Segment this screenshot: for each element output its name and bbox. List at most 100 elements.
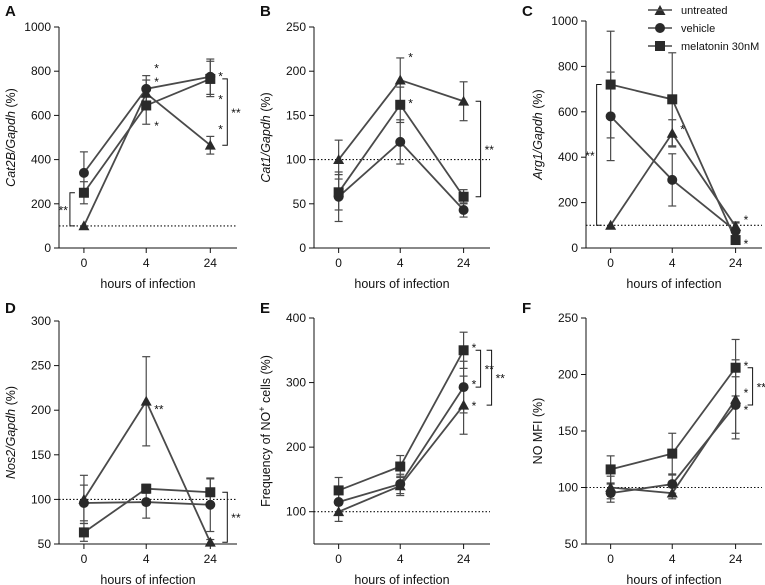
y-axis-title: Nos2/Gapdh (%) bbox=[4, 386, 18, 479]
y-tick-label: 0 bbox=[299, 241, 306, 255]
significance-marker: * bbox=[680, 122, 685, 136]
significance-bracket bbox=[475, 100, 482, 198]
legend-entry-vehicle: vehicle bbox=[648, 23, 715, 35]
marker-triangle bbox=[458, 399, 470, 410]
marker-circle bbox=[395, 136, 406, 147]
x-tick-label: 24 bbox=[729, 256, 743, 270]
y-tick-label: 200 bbox=[286, 64, 306, 78]
legend-entry-melatonin: melatonin 30nM bbox=[648, 41, 759, 53]
marker-square bbox=[78, 187, 89, 198]
significance-bracket bbox=[596, 84, 602, 226]
marker-triangle bbox=[458, 95, 470, 106]
marker-triangle bbox=[204, 536, 216, 547]
marker-circle bbox=[205, 499, 216, 510]
panel-f: F 50 100 150 200 250 0 4 24 hours of infection NO … bbox=[522, 300, 765, 585]
series-line-untreated bbox=[83, 91, 211, 227]
panel-label: C bbox=[522, 3, 533, 20]
marker-square bbox=[78, 527, 89, 538]
legend-label-untreated: untreated bbox=[681, 5, 727, 17]
y-tick-label: 250 bbox=[31, 359, 51, 373]
x-tick-label: 24 bbox=[457, 256, 471, 270]
x-tick-label: 0 bbox=[81, 552, 88, 566]
marker-square bbox=[730, 235, 741, 246]
legend-entry-untreated: untreated bbox=[648, 5, 727, 17]
y-tick-label: 600 bbox=[31, 108, 51, 122]
bracket-label: ** bbox=[485, 363, 495, 377]
significance-marker: * bbox=[154, 75, 159, 89]
x-tick-label: 24 bbox=[457, 552, 471, 566]
significance-marker: * bbox=[408, 96, 413, 110]
marker-circle bbox=[730, 400, 741, 411]
marker-square bbox=[605, 464, 616, 475]
significance-marker: * bbox=[472, 378, 477, 392]
series-line-untreated bbox=[610, 398, 737, 495]
marker-circle bbox=[78, 497, 89, 508]
y-tick-label: 1000 bbox=[24, 20, 51, 34]
y-tick-label: 50 bbox=[38, 537, 52, 551]
marker-triangle bbox=[78, 220, 90, 231]
marker-square bbox=[605, 79, 616, 90]
x-tick-label: 0 bbox=[81, 256, 88, 270]
marker-square bbox=[333, 485, 344, 496]
x-tick-label: 4 bbox=[669, 256, 676, 270]
y-tick-label: 200 bbox=[558, 368, 578, 382]
marker-circle bbox=[141, 83, 152, 94]
x-tick-label: 4 bbox=[669, 552, 676, 566]
y-tick-label: 600 bbox=[558, 105, 578, 119]
marker-triangle bbox=[333, 506, 345, 517]
significance-marker: * bbox=[408, 51, 413, 65]
marker-triangle bbox=[666, 487, 678, 498]
series-line-untreated bbox=[83, 399, 212, 543]
panel-d: D 50 100 150 200 250 300 0 4 24 hours of infection… bbox=[4, 300, 241, 585]
x-tick-label: 4 bbox=[397, 256, 404, 270]
y-tick-label: 100 bbox=[286, 505, 306, 519]
series-line-vehicle bbox=[338, 140, 465, 211]
x-axis-title: hours of infection bbox=[100, 573, 195, 585]
y-tick-label: 50 bbox=[293, 197, 307, 211]
marker-circle bbox=[78, 167, 89, 178]
y-tick-label: 150 bbox=[286, 108, 306, 122]
significance-marker: * bbox=[218, 69, 223, 83]
significance-bracket bbox=[486, 349, 493, 406]
significance-bracket bbox=[222, 78, 228, 146]
y-tick-label: 400 bbox=[31, 153, 51, 167]
y-axis-title: Frequency of NO+ cells (%) bbox=[257, 355, 273, 507]
marker-circle bbox=[605, 488, 616, 499]
x-axis-title: hours of infection bbox=[354, 573, 449, 585]
marker-square bbox=[458, 191, 469, 202]
x-tick-label: 24 bbox=[204, 256, 218, 270]
significance-bracket bbox=[69, 192, 75, 227]
x-axis-title: hours of infection bbox=[354, 277, 449, 291]
y-tick-label: 250 bbox=[558, 311, 578, 325]
bracket-label: ** bbox=[231, 106, 241, 120]
series-line-melatonin bbox=[337, 103, 465, 198]
marker-circle bbox=[605, 111, 616, 122]
panel-e: E 100 200 300 400 0 4 24 hours of infection Frequ… bbox=[257, 300, 505, 585]
significance-marker: * bbox=[744, 359, 749, 373]
y-tick-label: 0 bbox=[571, 241, 578, 255]
legend-label-melatonin: melatonin 30nM bbox=[681, 41, 759, 53]
y-tick-label: 200 bbox=[286, 440, 306, 454]
legend-marker-circle bbox=[655, 23, 665, 33]
y-tick-label: 400 bbox=[558, 150, 578, 164]
y-tick-label: 400 bbox=[286, 311, 306, 325]
x-tick-label: 4 bbox=[397, 552, 404, 566]
legend-label-vehicle: vehicle bbox=[681, 23, 715, 35]
significance-marker: * bbox=[744, 403, 749, 417]
y-tick-label: 1000 bbox=[551, 14, 578, 28]
y-tick-label: 250 bbox=[286, 20, 306, 34]
y-tick-label: 300 bbox=[31, 314, 51, 328]
legend-marker-square bbox=[655, 41, 665, 51]
y-tick-label: 200 bbox=[31, 197, 51, 211]
marker-circle bbox=[730, 225, 741, 236]
marker-circle bbox=[458, 382, 469, 393]
marker-circle bbox=[141, 497, 152, 508]
panel-label: D bbox=[5, 300, 16, 317]
x-tick-label: 0 bbox=[607, 552, 614, 566]
marker-square bbox=[730, 362, 741, 373]
bracket-label: ** bbox=[757, 380, 765, 394]
y-axis-title: NO MFI (%) bbox=[531, 398, 545, 465]
x-tick-label: 4 bbox=[143, 256, 150, 270]
y-tick-label: 100 bbox=[286, 153, 306, 167]
